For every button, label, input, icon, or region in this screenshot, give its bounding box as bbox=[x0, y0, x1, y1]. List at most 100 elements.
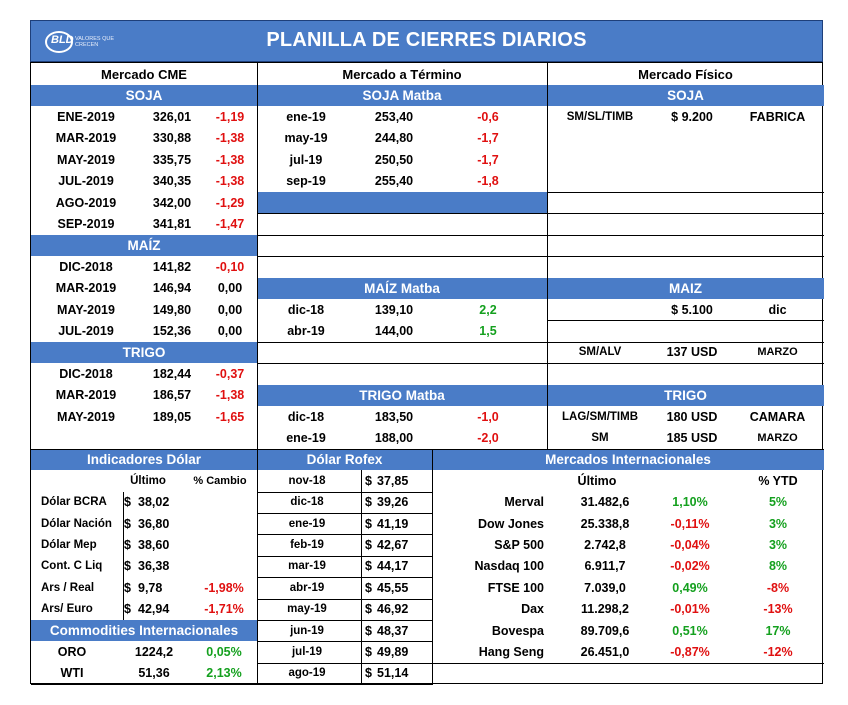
rofex-currency: $ bbox=[365, 516, 372, 531]
termino-change: 2,2 bbox=[479, 302, 497, 317]
intl-index-change: 0,49% bbox=[672, 580, 708, 595]
grid-divider bbox=[432, 448, 433, 685]
dolar-currency: $ bbox=[124, 538, 131, 553]
intl-index-name: Hang Seng bbox=[478, 645, 544, 660]
fisico-location: SM bbox=[591, 432, 609, 445]
termino-change: -1,8 bbox=[477, 174, 499, 189]
cme-contract: MAY-2019 bbox=[57, 409, 115, 424]
dolar-currency: $ bbox=[124, 580, 131, 595]
fisico-trigo-header: TRIGO bbox=[547, 384, 824, 406]
fisico-location: LAG/SM/TIMB bbox=[561, 410, 639, 423]
intl-index-value: 26.451,0 bbox=[580, 645, 630, 660]
intl-index-ytd: -13% bbox=[763, 602, 793, 617]
dolar-value: 36,80 bbox=[138, 516, 170, 531]
cme-price: 182,44 bbox=[152, 366, 192, 381]
rofex-value: 48,37 bbox=[377, 623, 409, 638]
termino-soja-header: SOJA Matba bbox=[257, 85, 547, 107]
dolar-change: -1,98% bbox=[204, 580, 244, 595]
section-cme-label: Mercado CME bbox=[101, 66, 187, 82]
intl-index-name: Dow Jones bbox=[478, 516, 544, 531]
cme-contract: AGO-2019 bbox=[55, 195, 117, 210]
intl-index-ytd: 8% bbox=[768, 559, 788, 574]
intl-index-change: -0,11% bbox=[670, 516, 710, 531]
grid-divider bbox=[257, 63, 258, 471]
dolar-header: Indicadores Dólar bbox=[31, 448, 257, 471]
cme-price: 141,82 bbox=[152, 259, 192, 274]
cme-contract: SEP-2019 bbox=[57, 217, 115, 232]
dolar-value: 38,02 bbox=[138, 495, 170, 510]
fisico-price: $ 9.200 bbox=[671, 110, 713, 125]
rofex-month: nov-18 bbox=[288, 474, 326, 487]
cme-change: -1,19 bbox=[215, 110, 245, 125]
grid-divider bbox=[257, 256, 547, 258]
grid-divider bbox=[547, 234, 824, 236]
cme-price: 189,05 bbox=[152, 409, 192, 424]
cme-change: -1,29 bbox=[215, 195, 245, 210]
termino-change: -1,7 bbox=[477, 131, 499, 146]
cme-price: 186,57 bbox=[152, 388, 192, 403]
cme-contract: DIC-2018 bbox=[59, 259, 113, 274]
intl-index-change: -0,04% bbox=[670, 538, 710, 553]
dolar-name: Dólar Nación bbox=[41, 517, 112, 530]
fisico-maiz-header: MAIZ bbox=[547, 277, 824, 299]
rofex-currency: $ bbox=[365, 602, 372, 617]
dolar-change: -1,71% bbox=[204, 602, 244, 617]
cme-contract: JUL-2019 bbox=[58, 324, 114, 339]
fisico-condition: CAMARA bbox=[749, 409, 806, 424]
commodity-name: WTI bbox=[60, 666, 84, 681]
termino-contract: dic-18 bbox=[287, 302, 325, 317]
rofex-month: ene-19 bbox=[288, 517, 326, 530]
fisico-condition: dic bbox=[768, 302, 787, 317]
intl-index-change: 0,51% bbox=[672, 623, 708, 638]
cme-change: -1,38 bbox=[215, 388, 245, 403]
rofex-value: 44,17 bbox=[377, 559, 409, 574]
cme-contract: MAY-2019 bbox=[57, 152, 115, 167]
cme-contract: ENE-2019 bbox=[57, 110, 115, 125]
dolar-change bbox=[191, 492, 257, 513]
cme-price: 340,35 bbox=[152, 174, 192, 189]
dolar-name: Ars/ Euro bbox=[41, 603, 93, 616]
grid-divider bbox=[547, 320, 824, 322]
cme-price: 335,75 bbox=[152, 152, 192, 167]
rofex-currency: $ bbox=[365, 666, 372, 681]
fisico-location bbox=[547, 299, 653, 320]
fisico-location: SM/SL/TIMB bbox=[566, 111, 634, 124]
intl-index-value: 25.338,8 bbox=[580, 516, 630, 531]
fisico-price: 185 USD bbox=[666, 431, 718, 446]
grid-divider bbox=[432, 662, 824, 664]
grid-divider bbox=[257, 662, 432, 664]
fisico-condition: MARZO bbox=[757, 346, 798, 359]
grid-divider bbox=[257, 684, 432, 686]
grid-divider bbox=[547, 63, 548, 471]
termino-contract: may-19 bbox=[284, 131, 328, 146]
cme-change: 0,00 bbox=[217, 324, 243, 339]
intl-index-value: 2.742,8 bbox=[584, 538, 626, 553]
fisico-condition: FABRICA bbox=[749, 110, 806, 125]
grid-divider bbox=[257, 513, 432, 514]
grid-divider bbox=[31, 448, 824, 450]
rofex-header: Dólar Rofex bbox=[257, 448, 432, 471]
rofex-value: 39,26 bbox=[377, 495, 409, 510]
bld-logo: BLD VALORES QUE CRECEN bbox=[45, 31, 133, 53]
rofex-value: 42,67 bbox=[377, 538, 409, 553]
cme-price: 149,80 bbox=[152, 302, 192, 317]
intl-index-value: 11.298,2 bbox=[581, 602, 629, 617]
rofex-value: 41,19 bbox=[377, 516, 409, 531]
intl-index-name: Dax bbox=[521, 602, 544, 617]
dolar-name: Cont. C Liq bbox=[41, 560, 103, 573]
intl-index-ytd: 17% bbox=[765, 623, 791, 638]
termino-price: 244,80 bbox=[374, 131, 414, 146]
intl-index-change: -0,02% bbox=[670, 559, 710, 574]
grid-divider bbox=[257, 620, 432, 621]
termino-price: 139,10 bbox=[374, 302, 414, 317]
rofex-value: 37,85 bbox=[377, 473, 409, 488]
grid-divider bbox=[257, 641, 432, 643]
commodity-change: 2,13% bbox=[206, 666, 242, 681]
dolar-currency: $ bbox=[124, 559, 131, 574]
grid-divider bbox=[31, 684, 257, 686]
grid-divider bbox=[257, 341, 547, 343]
intl-index-ytd: -12% bbox=[763, 645, 793, 660]
termino-contract: ene-19 bbox=[286, 431, 326, 446]
closing-sheet-table: Mercado CME Mercado a Término Mercado Físi… bbox=[30, 62, 824, 686]
termino-empty-band bbox=[257, 192, 547, 214]
